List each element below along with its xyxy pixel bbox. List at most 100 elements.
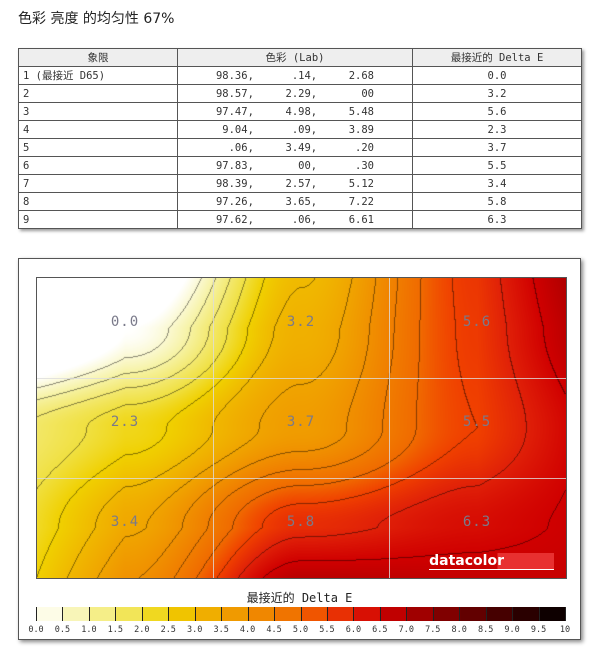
table-row: 9 97.62, .06, 6.61 6.3 [18,210,582,229]
quadrant-cell: 2 [18,84,178,103]
legend-title: 最接近的 Delta E [246,591,353,605]
legend-tick-label: 2.0 [134,625,150,635]
lab-cell: .06, 3.49, .20 [177,138,413,157]
delta-e-cell: 6.3 [412,210,582,229]
quadrant-cell: 8 [18,192,178,211]
legend-tick [300,607,302,621]
delta-e-cell: 3.4 [412,174,582,193]
legend-tick [141,607,143,621]
lab-cell: 97.62, .06, 6.61 [177,210,413,229]
legend-tick [221,607,223,621]
lab-cell: 98.57, 2.29, 00 [177,84,413,103]
legend-tick-label: 7.5 [425,625,441,635]
lab-cell: 98.39, 2.57, 5.12 [177,174,413,193]
delta-e-cell: 5.8 [412,192,582,211]
table-row: 2 98.57, 2.29, 00 3.2 [18,84,582,103]
cell-value-label: 6.3 [462,514,492,530]
quadrant-cell: 3 [18,102,178,121]
quadrant-cell: 5 [18,138,178,157]
table-row: 1 (最接近 D65) 98.36, .14, 2.68 0.0 [18,66,582,85]
header-lab: 色彩 (Lab) [177,48,413,67]
table-row: 4 9.04, .09, 3.89 2.3 [18,120,582,139]
delta-e-cell: 3.7 [412,138,582,157]
datacolor-logo: datacolor [429,553,554,570]
legend-tick [168,607,170,621]
legend-tick-label: 9.0 [504,625,520,635]
legend-tick-label: 4.0 [239,625,256,635]
legend-tick [115,607,117,621]
legend-tick-label: 6.5 [372,625,388,635]
legend-tick-label: 3.0 [187,625,203,635]
lab-cell: 97.47, 4.98, 5.48 [177,102,413,121]
legend-tick [565,607,566,621]
delta-e-cell: 5.6 [412,102,582,121]
legend-tick-label: 6.0 [345,625,362,635]
grid-line [213,278,214,578]
legend-tick [274,607,276,621]
legend-tick-label: 8.5 [477,625,494,635]
quadrant-cell: 7 [18,174,178,193]
page-title: 色彩 亮度 的均匀性 67% [18,11,175,27]
grid-line [389,278,390,578]
cell-value-label: 0.0 [110,314,140,330]
legend-tick-label: 5.5 [319,625,335,635]
legend-tick-label: 8.0 [451,625,467,635]
legend-tick [194,607,196,621]
plot-area: 0.0 3.2 5.6 2.3 3.7 5.5 3.4 5.8 6.3 datacolor [36,277,567,579]
legend-tick [326,607,328,621]
lab-cell: 97.26, 3.65, 7.22 [177,192,413,211]
cell-value-label: 3.4 [110,514,140,530]
grid-line [37,478,566,479]
uniformity-table: 象限 色彩 (Lab) 最接近的 Delta E 1 (最接近 D65) 98.3… [18,48,582,229]
legend-tick [406,607,408,621]
header-quadrant: 象限 [18,48,178,67]
quadrant-cell: 6 [18,156,178,175]
lab-cell: 9.04, .09, 3.89 [177,120,413,139]
quadrant-cell: 1 (最接近 D65) [18,66,178,85]
legend-tick-label: 10 [559,625,571,635]
legend-tick-label: 5.0 [292,625,309,635]
quadrant-cell: 4 [18,120,178,139]
legend-tick [353,607,355,621]
cell-value-label: 5.8 [286,514,316,530]
legend-tick-label: 0.0 [28,625,44,635]
delta-e-cell: 3.2 [412,84,582,103]
heatmap-canvas [37,278,566,578]
table-row: 8 97.26, 3.65, 7.22 5.8 [18,192,582,211]
cell-value-label: 3.7 [286,414,316,430]
cell-value-label: 3.2 [286,314,316,330]
legend-tick-label: 3.5 [213,625,229,635]
legend-tick [88,607,90,621]
legend-tick [36,607,37,621]
cell-value-label: 2.3 [110,414,140,430]
delta-e-cell: 0.0 [412,66,582,85]
lab-cell: 97.83, 00, .30 [177,156,413,175]
legend-tick [538,607,540,621]
legend-tick [459,607,461,621]
legend-tick [432,607,434,621]
legend-tick [379,607,381,621]
heatmap-chart: 0.0 3.2 5.6 2.3 3.7 5.5 3.4 5.8 6.3 datacolor 最接… [18,258,581,640]
legend-tick-label: 0.5 [54,625,71,635]
legend-tick-label: 4.5 [266,625,282,635]
table-row: 6 97.83, 00, .30 5.5 [18,156,582,175]
table-row: 5 .06, 3.49, .20 3.7 [18,138,582,157]
cell-value-label: 5.6 [462,314,492,330]
lab-cell: 98.36, .14, 2.68 [177,66,413,85]
grid-line [37,378,566,379]
delta-e-cell: 2.3 [412,120,582,139]
legend-tick-label: 9.5 [530,625,547,635]
quadrant-cell: 9 [18,210,178,229]
legend-tick [512,607,514,621]
table-row: 3 97.47, 4.98, 5.48 5.6 [18,102,582,121]
legend-tick-label: 1.5 [107,625,124,635]
header-delta-e: 最接近的 Delta E [412,48,582,67]
delta-e-cell: 5.5 [412,156,582,175]
cell-value-label: 5.5 [462,414,492,430]
legend-tick-label: 1.0 [81,625,97,635]
legend-tick-label: 7.0 [398,625,414,635]
legend-tick [62,607,64,621]
legend-tick-label: 2.5 [160,625,176,635]
legend-tick [247,607,249,621]
table-row: 7 98.39, 2.57, 5.12 3.4 [18,174,582,193]
